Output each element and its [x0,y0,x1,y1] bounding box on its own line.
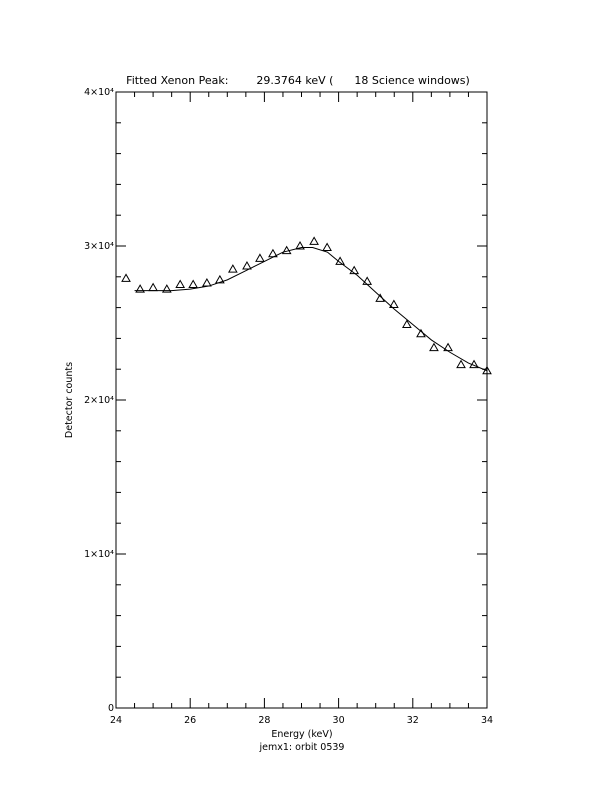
data-point [148,282,158,292]
data-point [295,240,305,250]
y-tick-label: 4×10⁴ [84,87,114,98]
x-tick-label: 34 [481,715,493,726]
data-point [188,279,199,288]
x-tick-label: 28 [258,715,270,726]
data-point [429,342,439,352]
x-axis-label: Energy (keV) [271,729,332,740]
data-point [281,245,292,255]
data-point [135,284,145,293]
data-point [121,273,131,282]
data-point [389,299,399,309]
plot-frame [115,91,488,709]
data-point [309,236,319,245]
x-tick-label: 26 [184,715,196,726]
data-point [228,264,238,273]
chart-title: Fitted Xenon Peak: 29.3764 keV ( 18 Scie… [126,74,470,87]
data-point [242,261,252,270]
y-tick-label: 1×10⁴ [84,549,114,560]
footnote: jemx1: orbit 0539 [259,742,345,753]
y-tick-label: 0 [108,703,114,714]
data-point [215,274,225,284]
fit-line [134,247,488,372]
y-axis-label: Detector counts [64,362,75,438]
x-tick-label: 30 [333,715,345,726]
data-point [456,359,466,369]
y-tick-label: 2×10⁴ [84,395,114,406]
data-point [161,284,172,293]
data-point [175,279,186,288]
y-tick-label: 3×10⁴ [84,241,114,252]
data-point [402,319,412,329]
x-tick-label: 32 [407,715,419,726]
data-point [255,253,265,262]
x-tick-label: 24 [110,715,122,726]
data-point [362,276,373,285]
data-point [375,293,386,302]
data-point [322,242,332,252]
data-point [202,277,212,287]
